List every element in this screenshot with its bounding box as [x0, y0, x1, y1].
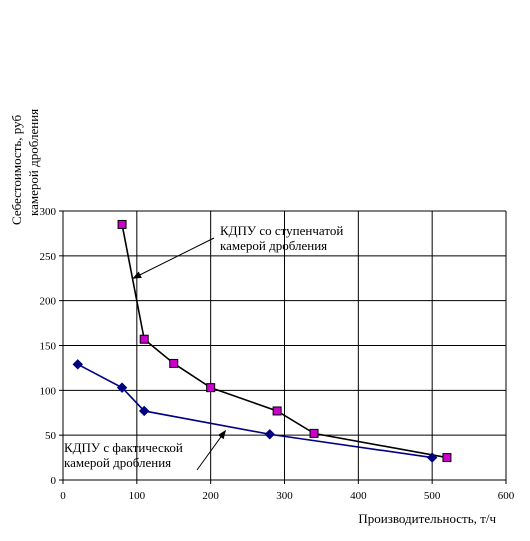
- series-1-point-3: [264, 429, 275, 440]
- x-axis-label: Производительность, т/ч: [358, 511, 496, 526]
- y-tick-label-0: 0: [51, 475, 57, 487]
- grid: [62, 210, 507, 481]
- y-tick-label-100: 100: [40, 385, 57, 397]
- series-1-point-1: [116, 382, 128, 393]
- y-tick-label-250: 250: [40, 251, 57, 263]
- series-1-point-0: [72, 359, 83, 370]
- x-tick-label-200: 200: [202, 490, 219, 502]
- series-1-point-2: [139, 405, 150, 417]
- annotation-0-line-0: КДПУ со ступенчатой: [220, 223, 343, 238]
- x-tick-label-300: 300: [276, 490, 293, 502]
- y-tick-label-200: 200: [40, 296, 57, 308]
- axes: 0 50 100 150 200 250 300 0 100 200 300 400 500 600: [40, 206, 515, 502]
- y-axis-label-line1: Себестоимость, руб: [9, 115, 24, 225]
- series-0-point-4: [272, 406, 282, 416]
- series-0-point-3: [206, 383, 216, 393]
- y-axis-label-line2: камерой дробления: [26, 109, 41, 216]
- annotation-1-line-1: камерой дробления: [64, 455, 171, 470]
- annotation-1-line-0: КДПУ с фактической: [64, 440, 183, 455]
- series-0-point-2: [169, 358, 179, 368]
- series-0-point-1: [139, 334, 149, 344]
- annotation-1-arrow: [196, 429, 227, 471]
- series-1-point-4: [426, 452, 438, 463]
- series-layer: [72, 219, 452, 463]
- series-0-point-5: [309, 428, 319, 438]
- x-tick-label-0: 0: [60, 490, 66, 502]
- axis-labels: Себестоимость, руб камерой дробления Про…: [9, 109, 496, 526]
- x-tick-label-600: 600: [498, 490, 515, 502]
- y-tick-label-50: 50: [45, 430, 57, 442]
- series-0-point-6: [442, 453, 452, 463]
- annotation-0-arrow: [132, 237, 215, 279]
- y-tick-label-300: 300: [40, 206, 57, 218]
- x-tick-label-100: 100: [129, 490, 146, 502]
- y-tick-label-150: 150: [40, 341, 57, 353]
- x-tick-label-500: 500: [424, 490, 441, 502]
- series-0-point-0: [117, 219, 127, 229]
- x-tick-label-400: 400: [350, 490, 367, 502]
- annotation-0-line-1: камерой дробления: [220, 238, 327, 253]
